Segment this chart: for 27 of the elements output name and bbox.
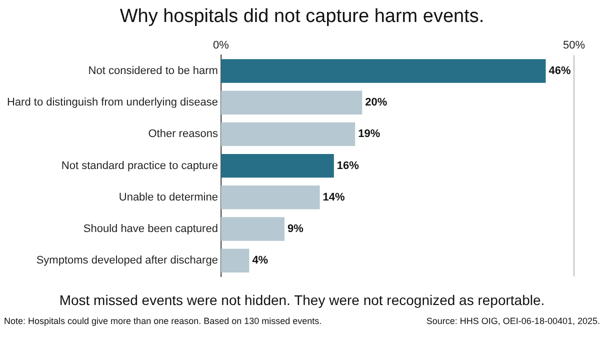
data-label: 19%	[358, 128, 380, 140]
data-label: 4%	[252, 254, 268, 267]
text: Most missed events were not hidden. They were not recognized as reportable.	[58, 292, 546, 308]
y-tick-label: Unable to determine	[118, 191, 218, 204]
bar	[220, 217, 284, 241]
data-label: 46%	[548, 65, 571, 78]
x-tick-label: 0%	[212, 40, 230, 52]
chart-title: Why hospitals did not capture harm events.	[118, 5, 486, 29]
bar	[220, 248, 250, 272]
y-tick-label: Other reasons	[148, 128, 218, 140]
x-tick-label: 50%	[562, 40, 586, 52]
y-tick-label: Hard to distinguish from underlying disease	[6, 96, 218, 109]
bar	[220, 154, 334, 178]
bar	[220, 90, 362, 114]
data-label: 14%	[322, 191, 346, 204]
data-label: 16%	[336, 160, 360, 172]
y-tick-label: Symptoms developed after discharge	[36, 254, 218, 267]
bar	[220, 122, 356, 146]
y-tick-label: Not considered to be harm	[88, 65, 218, 78]
text: Note: Hospitals could give more than one reason. Based on 130 missed events.	[4, 316, 322, 326]
y-tick-label: Not standard practice to capture	[61, 160, 218, 172]
data-label: 9%	[287, 223, 304, 236]
y-tick-label: Should have been captured	[83, 223, 218, 236]
bar	[220, 59, 546, 83]
data-label: 20%	[365, 96, 388, 109]
source-note: Source: HHS OIG, OEI-06-18-00401, 2025.	[426, 316, 600, 326]
bar	[220, 186, 320, 210]
